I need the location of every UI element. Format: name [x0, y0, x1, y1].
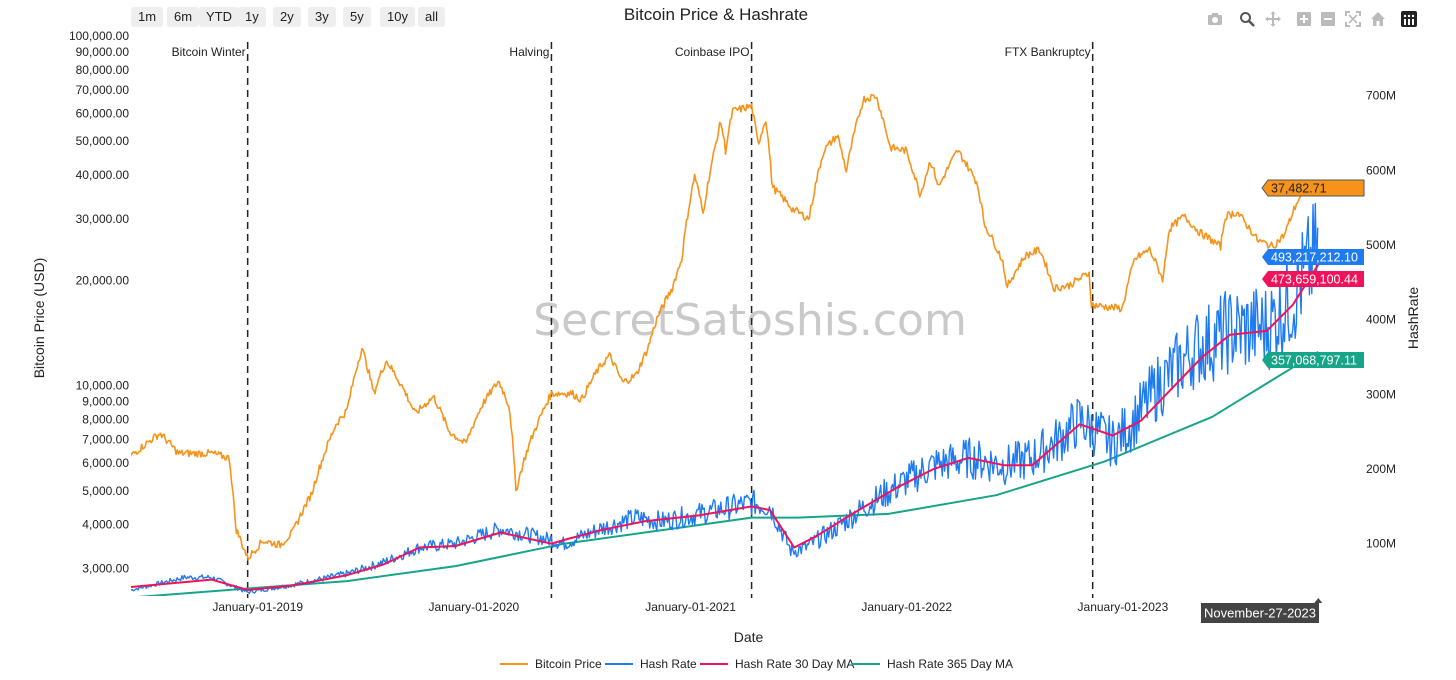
range-button-3y[interactable]: 3y: [308, 7, 336, 27]
y-left-tick-label: 50,000.00: [76, 134, 130, 148]
plotly-logo-icon[interactable]: [1401, 11, 1417, 27]
autoscale-icon[interactable]: [1345, 11, 1361, 27]
range-button-10y[interactable]: 10y: [380, 7, 415, 27]
zoom-in-icon[interactable]: [1296, 11, 1312, 27]
legend-item[interactable]: Bitcoin Price: [500, 657, 602, 671]
y-left-tick-label: 6,000.00: [82, 456, 129, 470]
y-left-tick-label: 7,000.00: [82, 433, 129, 447]
range-button-ytd[interactable]: YTD: [199, 7, 239, 27]
legend-label: Hash Rate 30 Day MA: [735, 657, 854, 671]
legend-item[interactable]: Hash Rate 365 Day MA: [852, 657, 1013, 671]
last-value-badge: 37,482.71: [1261, 179, 1365, 197]
event-label: Coinbase IPO: [675, 45, 750, 59]
last-value-text: 473,659,100.44: [1271, 273, 1358, 287]
last-value-text: 37,482.71: [1271, 182, 1327, 196]
y-left-tick-label: 9,000.00: [82, 395, 129, 409]
legend-label: Bitcoin Price: [535, 657, 602, 671]
y-left-tick-label: 90,000.00: [76, 45, 130, 59]
legend-label: Hash Rate 365 Day MA: [887, 657, 1013, 671]
event-label: Halving: [509, 45, 549, 59]
series-line-hash-rate: [131, 202, 1319, 595]
axes: 3,000.00 4,000.00 5,000.00 6,000.00 7,000.00…: [31, 29, 1421, 645]
home-icon[interactable]: [1370, 11, 1386, 27]
camera-icon[interactable]: [1207, 11, 1223, 27]
series-line-hash-rate-365-day-ma: [137, 350, 1319, 596]
y-right-tick-label: 300M: [1366, 387, 1396, 401]
y-right-tick-label: 400M: [1366, 313, 1396, 327]
y-left-tick-label: 60,000.00: [76, 107, 130, 121]
last-value-badge: 493,217,212.10: [1262, 249, 1364, 265]
series-layer: [131, 93, 1320, 596]
y-right-tick-label: 600M: [1366, 163, 1396, 177]
hover-date-label: November-27-2023: [1201, 598, 1323, 623]
y-left-tick-label: 40,000.00: [76, 168, 130, 182]
y-right-axis-title: HashRate: [1405, 287, 1421, 349]
watermark: SecretSatoshis.com: [533, 295, 967, 346]
y-left-tick-label: 70,000.00: [76, 83, 130, 97]
y-left-axis-title: Bitcoin Price (USD): [31, 258, 47, 379]
pan-icon[interactable]: [1265, 11, 1281, 27]
x-axis-title: Date: [734, 629, 764, 645]
x-tick-label: January-01-2019: [212, 600, 303, 614]
y-left-tick-label: 20,000.00: [76, 273, 130, 287]
range-button-all[interactable]: all: [418, 7, 446, 27]
range-button-6m[interactable]: 6m: [167, 7, 200, 27]
x-tick-label: January-01-2023: [1078, 600, 1169, 614]
range-button-1y[interactable]: 1y: [238, 7, 266, 27]
y-left-tick-label: 3,000.00: [82, 561, 129, 575]
y-left-tick-label: 10,000.00: [76, 379, 130, 393]
chart-title: Bitcoin Price & Hashrate: [623, 5, 809, 24]
legend-label: Hash Rate: [640, 657, 697, 671]
y-right-tick-label: 200M: [1366, 462, 1396, 476]
y-left-tick-label: 8,000.00: [82, 412, 129, 426]
y-left-tick-label: 100,000.00: [69, 29, 129, 43]
event-markers: Bitcoin Winter Halving Coinbase IPO FTX Ban…: [172, 42, 1094, 598]
y-left-tick-label: 80,000.00: [76, 63, 130, 77]
x-tick-label: January-01-2022: [861, 600, 952, 614]
hover-date-text: November-27-2023: [1204, 606, 1316, 621]
legend-item[interactable]: Hash Rate 30 Day MA: [700, 657, 854, 671]
last-value-text: 493,217,212.10: [1271, 251, 1358, 265]
series-line-hash-rate-30-day-ma: [131, 264, 1320, 591]
legend-item[interactable]: Hash Rate: [605, 657, 697, 671]
range-button-5y[interactable]: 5y: [343, 7, 371, 27]
series-line-bitcoin-price: [131, 93, 1319, 561]
y-left-tick-label: 4,000.00: [82, 518, 129, 532]
last-value-badge: 473,659,100.44: [1262, 271, 1364, 287]
x-tick-label: January-01-2020: [428, 600, 519, 614]
event-label: Bitcoin Winter: [172, 45, 246, 59]
event-label: FTX Bankruptcy: [1005, 45, 1091, 59]
y-right-tick-label: 100M: [1366, 537, 1396, 551]
y-right-tick-label: 500M: [1366, 238, 1396, 252]
legend[interactable]: Bitcoin Price Hash Rate Hash Rate 30 Day M…: [500, 657, 1013, 671]
zoom-out-icon[interactable]: [1320, 11, 1336, 27]
zoom-icon[interactable]: [1239, 11, 1255, 27]
y-left-tick-label: 5,000.00: [82, 484, 129, 498]
last-value-badge: 357,068,797.11: [1262, 352, 1364, 368]
x-tick-label: January-01-2021: [645, 600, 736, 614]
range-button-2y[interactable]: 2y: [273, 7, 301, 27]
y-left-tick-label: 30,000.00: [76, 212, 130, 226]
range-button-1m[interactable]: 1m: [131, 7, 164, 27]
last-value-badges: 37,482.71 493,217,212.10 473,659,100.44 357…: [1201, 179, 1365, 623]
last-value-text: 357,068,797.11: [1271, 354, 1357, 368]
y-right-tick-label: 700M: [1366, 89, 1396, 103]
